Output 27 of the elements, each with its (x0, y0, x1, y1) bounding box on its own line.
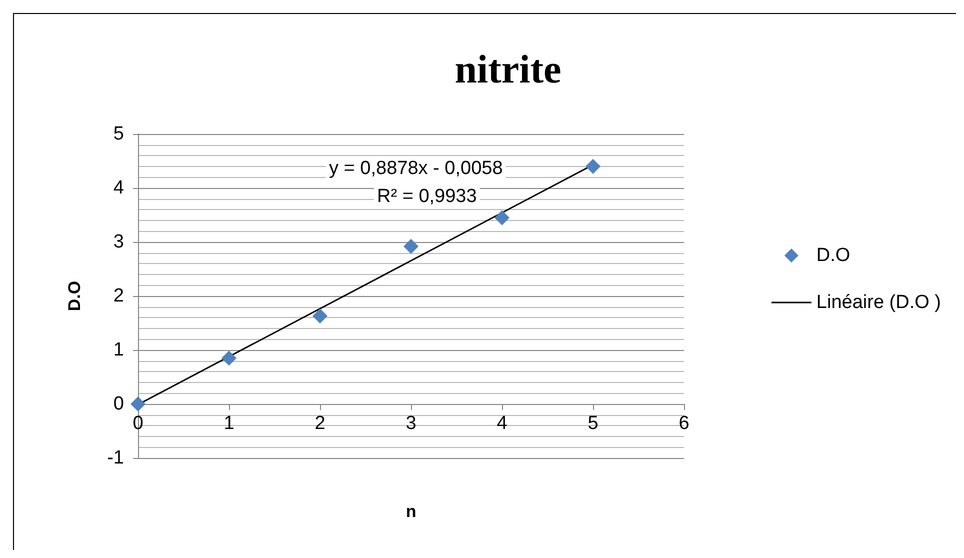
y-tick-label: 3 (113, 232, 124, 252)
point (494, 210, 510, 226)
y-tick-label: 2 (113, 286, 124, 306)
x-tick-label: 4 (496, 413, 508, 434)
y-tick-label: 5 (113, 124, 124, 144)
y-axis-title: D.O (65, 280, 84, 312)
x-tick-label: 3 (406, 413, 416, 434)
point (404, 238, 418, 254)
x-axis-title: n (406, 502, 416, 521)
y-tick-label: 4 (113, 178, 124, 198)
point (312, 308, 328, 324)
legend-label: D.O (816, 245, 850, 266)
annotation: R² = 0,9933 (377, 186, 477, 207)
point (130, 396, 146, 412)
x-tick-label: 5 (588, 413, 598, 434)
chart-title: nitrite (454, 46, 562, 92)
x-tick-label: 0 (132, 413, 144, 434)
x-tick-label: 1 (224, 413, 234, 434)
y-tick-label: 0 (113, 394, 124, 414)
point (222, 350, 236, 366)
legend-label: Linéaire (D.O ) (816, 292, 942, 313)
annotation: y = 0,8878x - 0,0058 (329, 158, 503, 179)
y-tick-label: -1 (107, 448, 124, 468)
y-tick-label: 1 (113, 340, 124, 360)
x-tick-label: 6 (678, 413, 690, 434)
point (586, 158, 600, 174)
x-tick-label: 2 (314, 413, 326, 434)
